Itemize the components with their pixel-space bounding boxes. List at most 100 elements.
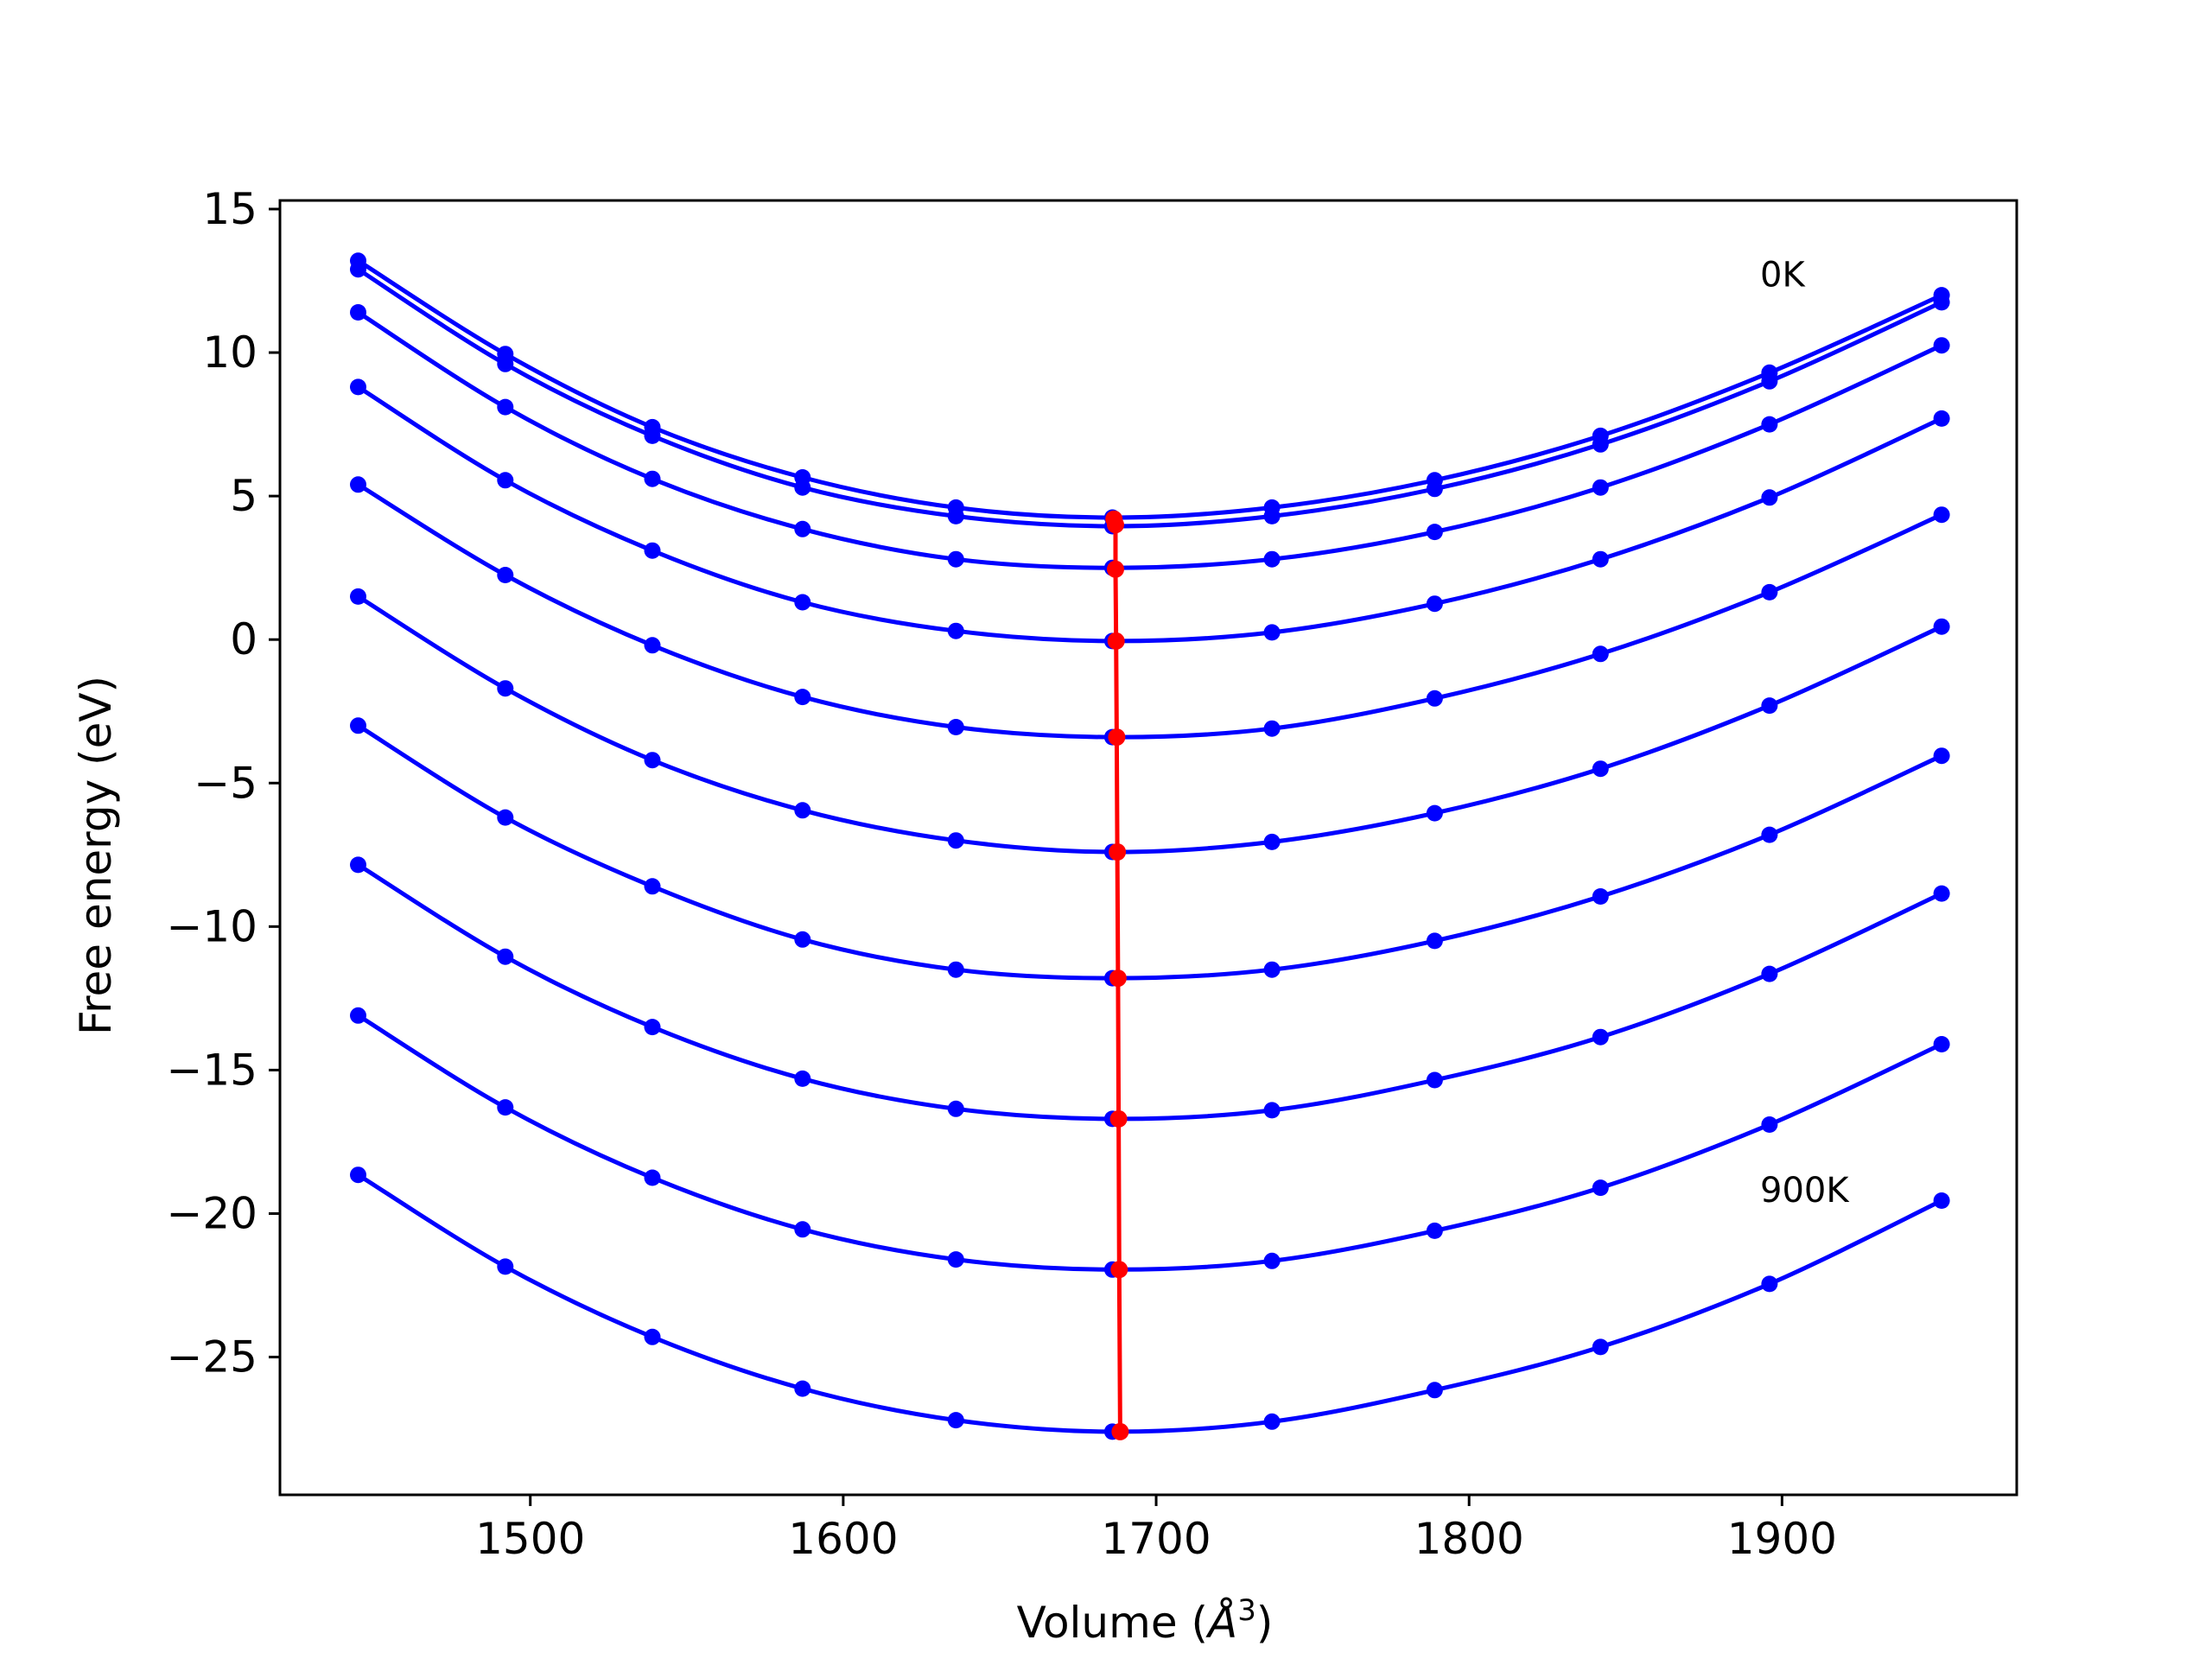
series-5-point-7 bbox=[1263, 720, 1281, 737]
series-10-point-8 bbox=[1426, 1382, 1443, 1399]
minimum-point-8 bbox=[1109, 1109, 1128, 1128]
series-4-point-1 bbox=[350, 378, 366, 396]
y-axis-title: Free energy (eV) bbox=[71, 676, 121, 1035]
series-3-point-7 bbox=[1263, 550, 1281, 568]
x-axis-title-unit: Å bbox=[1205, 1598, 1237, 1648]
series-8-point-4 bbox=[794, 1070, 811, 1087]
series-4-point-11 bbox=[1933, 410, 1950, 427]
series-4-point-9 bbox=[1592, 550, 1609, 568]
series-6-point-5 bbox=[947, 832, 964, 849]
y-tick-label--5: −5 bbox=[194, 758, 257, 808]
minimum-line bbox=[1111, 518, 1122, 1432]
minimum-point-4 bbox=[1107, 632, 1125, 650]
x-tick-label-1500: 1500 bbox=[475, 1514, 585, 1564]
minimum-point-2 bbox=[1107, 516, 1124, 534]
series-6-point-11 bbox=[1933, 618, 1950, 635]
x-tick-label-1600: 1600 bbox=[788, 1514, 898, 1564]
series-8-point-11 bbox=[1933, 885, 1950, 902]
series-3-point-3 bbox=[644, 470, 661, 487]
series-5-point-10 bbox=[1761, 583, 1778, 601]
series-9-point-9 bbox=[1592, 1179, 1609, 1197]
series-5-point-3 bbox=[644, 637, 661, 654]
series-4-point-3 bbox=[644, 542, 661, 559]
series-6-point-3 bbox=[644, 752, 661, 769]
y-tick-label--25: −25 bbox=[166, 1332, 257, 1382]
series-8 bbox=[350, 856, 1950, 1128]
series-8-point-1 bbox=[350, 856, 366, 874]
curves-layer bbox=[350, 252, 1950, 1440]
minimum-point-9 bbox=[1110, 1261, 1128, 1279]
series-4-point-5 bbox=[947, 622, 964, 639]
y-tick-label--10: −10 bbox=[166, 901, 257, 951]
minimum-point-7 bbox=[1109, 969, 1127, 988]
series-10-point-10 bbox=[1761, 1275, 1778, 1293]
y-tick-label--20: −20 bbox=[166, 1188, 257, 1238]
series-6-point-7 bbox=[1263, 833, 1281, 850]
series-7-point-5 bbox=[947, 961, 964, 978]
series-7-point-9 bbox=[1592, 888, 1609, 905]
series-8-point-9 bbox=[1592, 1028, 1609, 1046]
series-7-point-10 bbox=[1761, 826, 1778, 843]
series-5-point-1 bbox=[350, 476, 366, 493]
series-2-point-7 bbox=[1263, 507, 1281, 524]
series-2-point-8 bbox=[1426, 480, 1443, 498]
series-3-point-4 bbox=[794, 520, 811, 537]
minimum-point-5 bbox=[1108, 728, 1126, 747]
series-2-point-2 bbox=[497, 355, 514, 372]
series-6-point-9 bbox=[1592, 760, 1609, 778]
series-6-point-2 bbox=[497, 680, 514, 697]
series-6-point-1 bbox=[350, 588, 366, 605]
series-8-point-7 bbox=[1263, 1102, 1281, 1119]
series-3-point-1 bbox=[350, 304, 366, 321]
minimum-line-layer bbox=[1105, 510, 1129, 1440]
series-4-point-4 bbox=[794, 594, 811, 611]
minimum-point-10 bbox=[1111, 1422, 1129, 1440]
y-tick-label-0: 0 bbox=[230, 614, 257, 664]
series-3-point-2 bbox=[497, 398, 514, 416]
series-9-point-7 bbox=[1263, 1252, 1281, 1269]
series-5-point-11 bbox=[1933, 506, 1950, 524]
series-10-point-11 bbox=[1933, 1192, 1950, 1209]
series-3-point-9 bbox=[1592, 479, 1609, 496]
x-tick-label-1900: 1900 bbox=[1727, 1514, 1837, 1564]
series-7-point-1 bbox=[350, 717, 366, 734]
series-9-point-11 bbox=[1933, 1036, 1950, 1052]
series-10-point-5 bbox=[947, 1412, 964, 1429]
series-4-point-10 bbox=[1761, 489, 1778, 506]
minimum-point-3 bbox=[1107, 560, 1124, 578]
series-2-point-4 bbox=[794, 479, 811, 496]
x-axis-title: Volume (Å3) bbox=[1017, 1593, 1274, 1648]
series-5-point-9 bbox=[1592, 645, 1609, 663]
series-9-point-5 bbox=[947, 1251, 964, 1268]
y-axis: 15 10 5 0 −5 −10 −15 −20 −25 bbox=[166, 184, 280, 1382]
series-5-point-5 bbox=[947, 719, 964, 735]
series-2-point-3 bbox=[644, 427, 661, 444]
series-3-point-8 bbox=[1426, 524, 1443, 541]
series-8-point-2 bbox=[497, 948, 514, 965]
series-2-point-11 bbox=[1933, 294, 1950, 311]
series-9-point-8 bbox=[1426, 1222, 1443, 1239]
minimum-point-6 bbox=[1109, 843, 1127, 861]
annotation-label-2: 900K bbox=[1760, 1171, 1850, 1211]
series-3-point-5 bbox=[947, 550, 964, 568]
series-4-point-2 bbox=[497, 472, 514, 489]
series-7-point-3 bbox=[644, 878, 661, 895]
series-10-point-3 bbox=[644, 1328, 661, 1345]
series-6-point-4 bbox=[794, 802, 811, 819]
series-8-point-3 bbox=[644, 1019, 661, 1036]
x-tick-label-1700: 1700 bbox=[1101, 1514, 1211, 1564]
series-8-point-5 bbox=[947, 1100, 964, 1117]
series-7-point-4 bbox=[794, 931, 811, 948]
series-7-point-11 bbox=[1933, 747, 1950, 765]
series-9-point-10 bbox=[1761, 1116, 1778, 1133]
series-9-point-2 bbox=[497, 1099, 514, 1116]
series-9-point-3 bbox=[644, 1169, 661, 1186]
y-tick-label-5: 5 bbox=[230, 471, 257, 521]
series-2-point-9 bbox=[1592, 435, 1609, 453]
series-7-point-2 bbox=[497, 809, 514, 826]
x-axis-title-exponent: 3 bbox=[1237, 1593, 1256, 1628]
x-tick-label-1800: 1800 bbox=[1414, 1514, 1524, 1564]
series-10-point-2 bbox=[497, 1258, 514, 1275]
series-10-point-9 bbox=[1592, 1338, 1609, 1356]
